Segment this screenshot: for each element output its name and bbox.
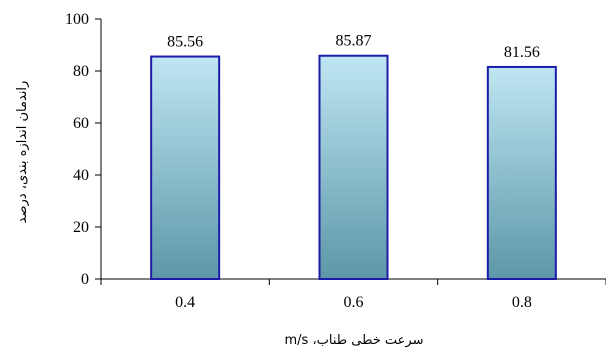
x-tick-label: 0.4: [175, 294, 195, 311]
x-tick-label: 0.6: [344, 294, 364, 311]
y-tick-label: 100: [65, 11, 89, 28]
x-axis-title: سرعت خطی طناب، m/s: [284, 333, 423, 348]
data-label: 81.56: [504, 44, 540, 61]
x-tick-label: 0.8: [512, 294, 532, 311]
data-label: 85.56: [167, 34, 203, 51]
labels: 0 20 40 60 80 100 0.4 85.56 0.6 85.87 0.8 81.56: [65, 11, 540, 311]
y-tick-label: 80: [73, 63, 89, 80]
y-axis-title: راندمان اندازه بندی، درصد: [15, 81, 30, 224]
data-label: 85.87: [336, 33, 372, 50]
bars: [150, 54, 557, 280]
bar: [318, 54, 389, 280]
y-tick-label: 20: [73, 219, 89, 236]
y-tick-label: 40: [73, 167, 89, 184]
y-tick-label: 0: [81, 271, 89, 288]
bar: [486, 65, 557, 280]
bar: [150, 55, 221, 280]
y-tick-label: 60: [73, 115, 89, 132]
